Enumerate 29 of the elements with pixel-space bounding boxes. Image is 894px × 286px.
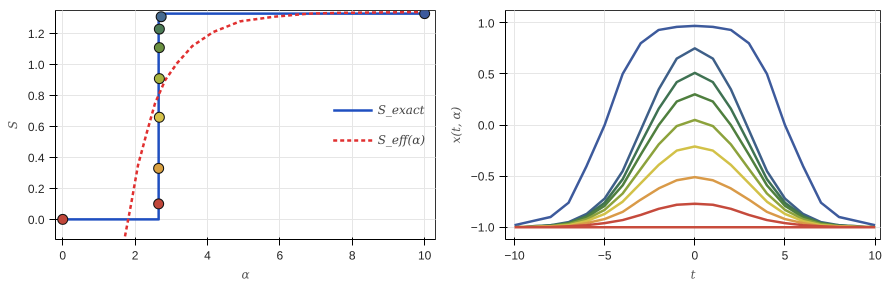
- legend-label: S_exact: [378, 102, 424, 116]
- x-tick-label: 6: [276, 248, 284, 262]
- y-tick-label: 0.5: [478, 67, 495, 82]
- x-tick-label: 8: [348, 248, 356, 262]
- y-tick-label: 1.2: [28, 27, 45, 42]
- x-tick-label: 0: [691, 248, 698, 262]
- x-axis-title: t: [690, 268, 696, 282]
- y-tick-label: 0.0: [478, 118, 495, 132]
- y-tick-label: −1.0: [470, 220, 495, 235]
- x-tick-label: 0: [59, 248, 66, 262]
- x-tick-label: 5: [782, 248, 789, 262]
- y-tick-label: 0.0: [28, 212, 45, 227]
- y-tick-label: 1.0: [28, 58, 45, 72]
- y-tick-label: 0.4: [28, 150, 45, 165]
- y-tick-label: 0.8: [28, 89, 45, 104]
- y-tick-label: 0.6: [28, 120, 45, 134]
- y-axis-title: x(t, α): [448, 106, 463, 144]
- legend-label: S_eff(α): [378, 132, 425, 146]
- x-tick-label: 10: [868, 248, 882, 262]
- x-tick-label: 10: [418, 248, 432, 262]
- x-axis-title: α: [241, 268, 250, 282]
- y-tick-label: 0.2: [28, 182, 45, 196]
- x-tick-label: 2: [132, 248, 139, 262]
- x-tick-label: −10: [504, 248, 526, 262]
- x-tick-label: 4: [204, 248, 212, 262]
- x-tick-label: −5: [598, 248, 612, 262]
- y-tick-label: 1.0: [478, 16, 495, 30]
- y-tick-label: −0.5: [470, 170, 495, 184]
- y-axis-title: S: [6, 120, 20, 130]
